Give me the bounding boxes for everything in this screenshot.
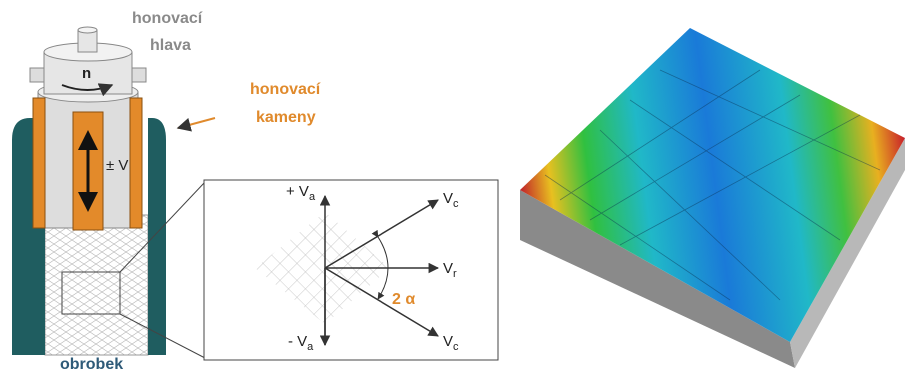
diagram: n ± V honovací hlava honovací kameny obr… <box>0 0 912 373</box>
stones-label: kameny <box>256 109 316 126</box>
text: V <box>443 190 453 207</box>
sub: a <box>307 341 314 353</box>
surface-image <box>520 28 905 368</box>
text: - V <box>288 333 307 350</box>
sub: r <box>453 268 457 280</box>
text: + V <box>286 183 309 200</box>
sub: a <box>309 191 316 203</box>
sub: c <box>453 341 459 353</box>
stones-label: honovací <box>250 81 321 98</box>
workpiece-label: obrobek <box>60 356 123 373</box>
text: V <box>443 260 453 277</box>
angle-label: 2 α <box>392 291 415 308</box>
stroke-label: ± V <box>106 157 128 174</box>
sub: c <box>453 198 459 210</box>
text: V <box>443 333 453 350</box>
honing-tool <box>12 27 215 358</box>
rotation-label: n <box>82 65 91 82</box>
head-label: hlava <box>150 37 191 54</box>
head-label: honovací <box>132 10 203 27</box>
